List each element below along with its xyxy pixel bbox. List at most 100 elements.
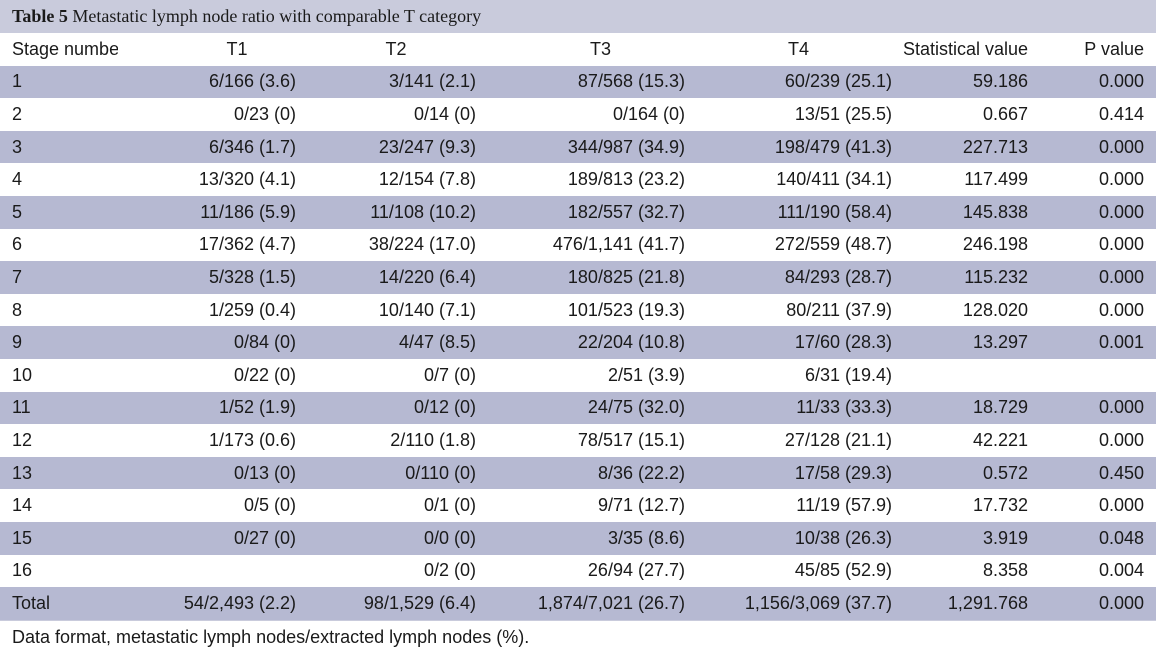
cell-stage-number: 2 — [12, 103, 23, 124]
cell-statistical-value: 0.572 — [982, 462, 1028, 483]
cell-t3: 180/825 (21.8) — [567, 266, 685, 287]
cell-t2: 98/1,529 (6.4) — [363, 592, 476, 613]
cell-stage-number: 1 — [12, 71, 23, 92]
cell-stage-number: 4 — [12, 169, 23, 190]
cell-p-value: 0.000 — [1098, 234, 1144, 255]
table-row: 12 1/173 (0.6) 2/110 (1.8) 78/517 (15.1) 27/… — [0, 424, 1156, 457]
cell-t3: 26/94 (27.7) — [587, 560, 685, 581]
cell-statistical-value: 3.919 — [982, 527, 1028, 548]
cell-stage-number: Total — [12, 592, 51, 613]
header-t4: T4 — [787, 38, 809, 59]
cell-t3: 344/987 (34.9) — [567, 136, 685, 157]
cell-stage-number: 9 — [12, 332, 23, 353]
table-row: 9 0/84 (0) 4/47 (8.5) 22/204 (10.8) 17/60 (2… — [0, 326, 1156, 359]
cell-t3: 3/35 (8.6) — [607, 527, 685, 548]
cell-t2: 0/2 (0) — [423, 560, 476, 581]
cell-statistical-value: 145.838 — [962, 201, 1028, 222]
cell-t2: 12/154 (7.8) — [378, 169, 476, 190]
cell-stage-number: 7 — [12, 266, 23, 287]
table-row: 10 0/22 (0) 0/7 (0) 2/51 (3.9) 6/31 (19.4) — [0, 358, 1156, 392]
cell-p-value: 0.048 — [1098, 527, 1144, 548]
cell-t4: 45/85 (52.9) — [794, 560, 892, 581]
cell-t2: 0/14 (0) — [413, 103, 476, 124]
cell-t4: 84/293 (28.7) — [784, 266, 892, 287]
cell-t2: 23/247 (9.3) — [378, 136, 476, 157]
cell-t3: 476/1,141 (41.7) — [552, 234, 685, 255]
table-row: 15 0/27 (0) 0/0 (0) 3/35 (8.6) 10/38 (26.3) 3… — [0, 521, 1156, 555]
table-row: 1 6/166 (3.6) 3/141 (2.1) 87/568 (15.3) 60/2… — [0, 65, 1156, 99]
cell-statistical-value: 0.667 — [982, 103, 1028, 124]
cell-t3: 0/164 (0) — [612, 103, 685, 124]
table-footnote: Data format, metastatic lymph nodes/extr… — [0, 619, 1156, 653]
cell-statistical-value: 246.198 — [962, 234, 1028, 255]
table-caption: Table 5 Metastatic lymph node ratio with… — [0, 0, 1156, 33]
cell-t3: 24/75 (32.0) — [587, 397, 685, 418]
table-row: Total 54/2,493 (2.2) 98/1,529 (6.4) 1,874/7… — [0, 587, 1156, 620]
cell-t1: 6/346 (1.7) — [208, 136, 296, 157]
cell-t4: 11/33 (33.3) — [796, 397, 892, 418]
cell-t3: 1,874/7,021 (26.7) — [537, 592, 685, 613]
cell-p-value: 0.000 — [1098, 71, 1144, 92]
cell-t1: 11/186 (5.9) — [200, 201, 296, 222]
cell-t2: 0/110 (0) — [405, 462, 476, 483]
cell-t2: 0/1 (0) — [423, 495, 476, 516]
cell-t4: 272/559 (48.7) — [774, 234, 892, 255]
cell-p-value: 0.000 — [1098, 169, 1144, 190]
table-body: 1 6/166 (3.6) 3/141 (2.1) 87/568 (15.3) 6 0/2… — [0, 65, 1156, 620]
cell-t1: 0/23 (0) — [233, 103, 296, 124]
table-row: 16 0/2 (0) 26/94 (27.7) 45/85 (52.9) 8.358 0.… — [0, 554, 1156, 588]
cell-stage-number: 11 — [12, 397, 31, 418]
cell-statistical-value: 1,291.768 — [947, 592, 1028, 613]
cell-stage-number: 10 — [12, 364, 33, 385]
cell-t1: 54/2,493 (2.2) — [183, 592, 296, 613]
table-row: 7 5/328 (1.5) 14/220 (6.4) 180/825 (21.8) 84… — [0, 261, 1156, 294]
table-row: 11 1/52 (1.9) 0/12 (0) 24/75 (32.0) 11/33 (3… — [0, 391, 1156, 425]
header-stage-number: Stage number — [12, 38, 118, 59]
table-row: 8 1/259 (0.4) 10/140 (7.1) 101/523 (19.3) 80… — [0, 293, 1156, 327]
cell-t4: 80/211 (37.9) — [786, 299, 892, 320]
cell-t1: 0/84 (0) — [233, 332, 296, 353]
cell-stage-number: 3 — [12, 136, 23, 157]
cell-p-value: 0.000 — [1098, 429, 1144, 450]
cell-t2: 2/110 (1.8) — [390, 429, 476, 450]
cell-stage-number: 5 — [12, 201, 23, 222]
cell-t3: 87/568 (15.3) — [577, 71, 685, 92]
cell-t3: 2/51 (3.9) — [607, 364, 685, 385]
cell-t1: 13/320 (4.1) — [198, 169, 296, 190]
table-row: 4 13/320 (4.1) 12/154 (7.8) 189/813 (23.2) 1… — [0, 163, 1156, 196]
cell-p-value: 0.000 — [1098, 201, 1144, 222]
header-statistical-value: Statistical value — [902, 38, 1028, 59]
cell-t3: 22/204 (10.8) — [577, 332, 685, 353]
cell-t2: 38/224 (17.0) — [368, 234, 476, 255]
cell-stage-number: 6 — [12, 234, 23, 255]
cell-t4: 140/411 (34.1) — [776, 169, 892, 190]
cell-statistical-value: 227.713 — [962, 136, 1028, 157]
cell-t1: 0/5 (0) — [243, 495, 296, 516]
cell-statistical-value: 8.358 — [982, 560, 1028, 581]
cell-t2: 0/12 (0) — [413, 397, 476, 418]
cell-t2: 3/141 (2.1) — [388, 71, 476, 92]
header-p-value: P value — [1084, 38, 1144, 59]
cell-stage-number: 16 — [12, 560, 33, 581]
cell-p-value: 0.000 — [1098, 592, 1144, 613]
table-row: 6 17/362 (4.7) 38/224 (17.0) 476/1,141 (41.… — [0, 228, 1156, 262]
cell-t4: 11/19 (57.9) — [796, 495, 892, 516]
cell-p-value: 0.000 — [1098, 299, 1144, 320]
cell-p-value: 0.000 — [1098, 495, 1144, 516]
cell-t4: 111/190 (58.4) — [777, 201, 892, 222]
cell-t2: 10/140 (7.1) — [378, 299, 476, 320]
table-row: 13 0/13 (0) 0/110 (0) 8/36 (22.2) 17/58 (29.… — [0, 456, 1156, 490]
cell-t2: 0/0 (0) — [423, 527, 476, 548]
cell-statistical-value: 115.232 — [964, 266, 1028, 287]
header-t2: T2 — [385, 38, 407, 59]
cell-p-value: 0.001 — [1098, 332, 1144, 353]
cell-p-value: 0.004 — [1098, 560, 1144, 581]
table-row: 3 6/346 (1.7) 23/247 (9.3) 344/987 (34.9) 19… — [0, 130, 1156, 164]
cell-statistical-value: 42.221 — [972, 429, 1028, 450]
cell-t1: 6/166 (3.6) — [208, 71, 296, 92]
cell-statistical-value: 17.732 — [972, 495, 1028, 516]
cell-stage-number: 15 — [12, 527, 33, 548]
header-t3: T3 — [589, 38, 611, 59]
cell-p-value: 0.000 — [1098, 136, 1144, 157]
